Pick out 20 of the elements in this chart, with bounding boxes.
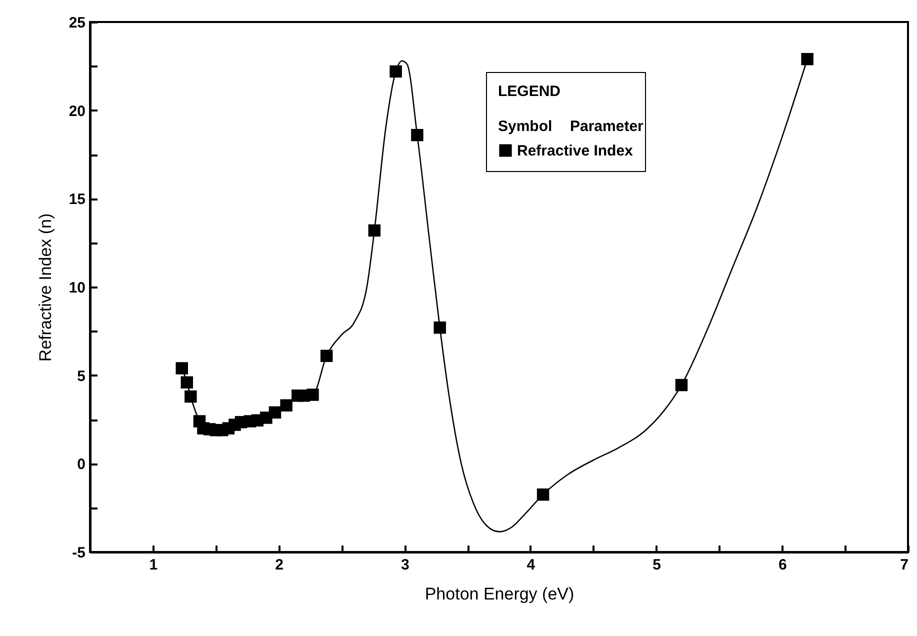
y-tick-label: 15 [68, 191, 86, 208]
y-tick-label: 5 [77, 368, 86, 385]
legend-label: Refractive Index [517, 142, 634, 160]
y-axis-title: Refractive Index (n) [36, 213, 55, 362]
x-tick-label: 6 [778, 556, 787, 574]
x-tick-label: 7 [900, 556, 908, 574]
y-tick-label: 0 [77, 456, 86, 474]
annotation: Symbol [498, 118, 552, 135]
legend-title: LEGEND [498, 83, 561, 100]
x-tick-label: 3 [400, 556, 410, 574]
x-tick-label: 5 [652, 556, 661, 574]
x-tick-label: 4 [526, 556, 536, 574]
x-tick-label: 2 [275, 556, 284, 574]
x-tick-label: 1 [149, 556, 158, 574]
y-tick-label: 10 [68, 280, 86, 296]
y-tick-label: 20 [68, 102, 86, 120]
y-tick-label: 25 [68, 14, 86, 32]
annotation: Parameter [570, 118, 644, 135]
y-tick-label: -5 [72, 544, 86, 562]
x-axis-title: Photon Energy (eV) [424, 584, 574, 604]
